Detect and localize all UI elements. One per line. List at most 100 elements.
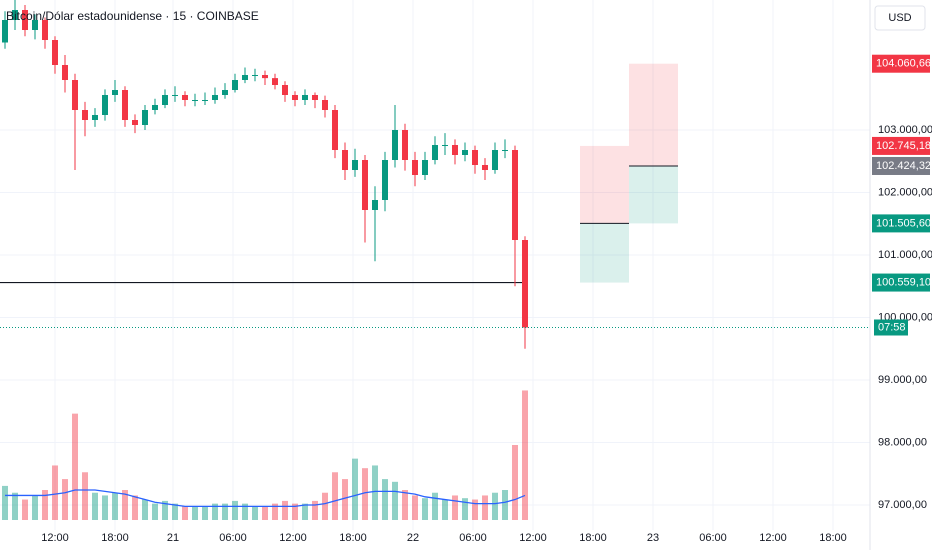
candle-body	[222, 90, 228, 95]
x-tick-label: 18:00	[819, 532, 847, 544]
y-tick-label: 99.000,00	[878, 374, 927, 386]
volume-bar	[392, 481, 398, 520]
price-tag-label: 104.060,66	[876, 58, 931, 70]
candle-body	[152, 105, 158, 110]
volume-bar	[472, 499, 478, 520]
volume-bar	[442, 499, 448, 520]
candle-body	[192, 100, 198, 101]
candle-body	[42, 20, 48, 40]
candle-body	[282, 85, 288, 95]
candle-body	[52, 40, 58, 65]
x-tick-label: 06:00	[459, 532, 487, 544]
candle-body	[312, 95, 318, 100]
candle-body	[32, 20, 38, 30]
volume-bar	[502, 490, 508, 520]
candle-body	[342, 150, 348, 170]
candle-body	[232, 80, 238, 90]
candle-body	[172, 95, 178, 96]
candle-body	[72, 80, 78, 110]
candle-body	[122, 90, 128, 120]
price-tag	[872, 273, 930, 292]
currency[interactable]: USD	[888, 12, 911, 24]
price-tag-label: 102.424,32	[876, 160, 931, 172]
candle-body	[432, 145, 438, 160]
x-tick-label: 12:00	[519, 532, 547, 544]
position-risk	[580, 145, 629, 224]
price-tag	[872, 136, 930, 155]
volume-bar	[492, 492, 498, 520]
candle-body	[392, 130, 398, 160]
candle-body	[382, 160, 388, 200]
candle-body	[482, 165, 488, 170]
candle-body	[442, 145, 448, 146]
price-tag-label: 100.559,10	[876, 276, 931, 288]
volume-bar	[172, 503, 178, 520]
x-tick-label: 23	[647, 532, 659, 544]
volume-bar	[522, 390, 528, 520]
volume-bar	[82, 472, 88, 520]
volume-bar	[32, 495, 38, 520]
volume-bar	[182, 506, 188, 520]
candle-body	[412, 160, 418, 175]
volume-bar	[382, 479, 388, 520]
candle-body	[142, 110, 148, 125]
candle-body	[62, 65, 68, 80]
candle-body	[112, 90, 118, 95]
volume-bar	[252, 506, 258, 520]
volume-bar	[512, 445, 518, 520]
volume-bar	[302, 503, 308, 520]
x-tick-label: 12:00	[41, 532, 69, 544]
candle-body	[302, 95, 308, 100]
volume-bar	[282, 500, 288, 520]
x-tick-label: 18:00	[579, 532, 607, 544]
candle-body	[372, 200, 378, 210]
volume-bar	[322, 492, 328, 520]
candle-body	[462, 150, 468, 155]
volume-bar	[482, 495, 488, 520]
candle-body	[22, 10, 28, 30]
candle-body	[202, 100, 208, 101]
candle-body	[402, 130, 408, 160]
volume-bar	[232, 500, 238, 520]
volume-bar	[352, 458, 358, 520]
candle-body	[332, 110, 338, 150]
countdown: 07:58	[878, 321, 906, 333]
volume-bar	[222, 503, 228, 520]
volume-bar	[162, 500, 168, 520]
price-tag-label: 102.745,18	[876, 140, 931, 152]
y-tick-label: 101.000,00	[878, 249, 932, 261]
y-tick-label: 103.000,00	[878, 124, 932, 136]
volume-bar	[242, 503, 248, 520]
volume-bar	[152, 503, 158, 520]
volume-bar	[72, 413, 78, 520]
volume-bar	[132, 495, 138, 520]
candle-body	[352, 160, 358, 170]
volume-bar	[332, 472, 338, 520]
countdown-bg	[874, 319, 908, 336]
candle-body	[102, 95, 108, 115]
candle-body	[252, 75, 258, 76]
volume-bar	[12, 492, 18, 520]
currency-button[interactable]	[874, 5, 926, 31]
volume-bar	[272, 503, 278, 520]
candle-body	[472, 150, 478, 165]
candle-body	[132, 120, 138, 125]
candle-body	[272, 78, 278, 85]
volume-ma-line	[5, 489, 526, 508]
volume-bar	[372, 465, 378, 520]
price-tag	[872, 54, 930, 73]
position-risk	[629, 63, 678, 166]
volume-bar	[122, 490, 128, 520]
candle-body	[512, 150, 518, 240]
x-tick-label: 12:00	[279, 532, 307, 544]
candle-body	[502, 150, 508, 151]
volume-bar	[212, 503, 218, 520]
y-tick-label: 97.000,00	[878, 499, 927, 511]
position-reward	[629, 165, 678, 224]
x-tick-label: 06:00	[219, 532, 247, 544]
volume-bar	[412, 495, 418, 520]
candle-body	[92, 115, 98, 120]
volume-bar	[292, 503, 298, 520]
